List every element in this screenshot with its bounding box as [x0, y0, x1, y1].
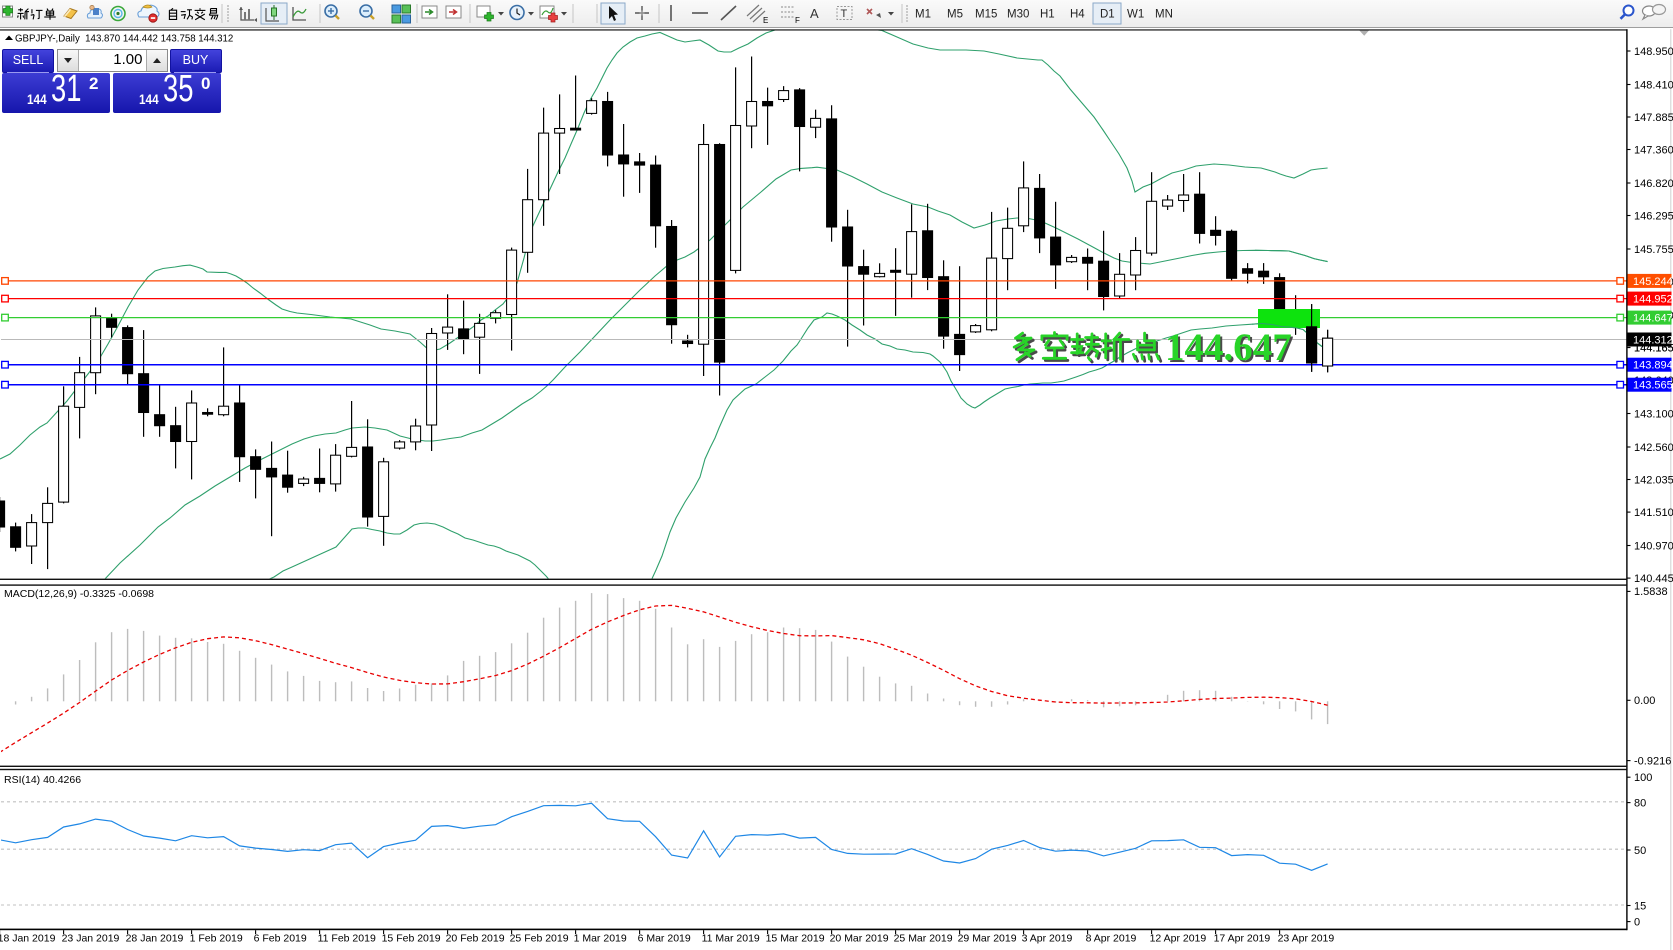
- svg-text:144.165: 144.165: [1634, 342, 1673, 354]
- svg-text:W1: W1: [1127, 9, 1144, 21]
- svg-text:144.952: 144.952: [1633, 294, 1673, 306]
- svg-text:MN: MN: [1155, 9, 1173, 21]
- svg-text:6 Mar 2019: 6 Mar 2019: [638, 933, 691, 945]
- svg-text:144.647: 144.647: [1165, 326, 1292, 369]
- svg-text:147.360: 147.360: [1634, 144, 1673, 156]
- svg-text:3 Apr 2019: 3 Apr 2019: [1022, 933, 1073, 945]
- svg-text:144.312: 144.312: [1633, 334, 1673, 346]
- svg-text:20 Feb 2019: 20 Feb 2019: [446, 933, 505, 945]
- svg-text:0.00: 0.00: [1634, 695, 1655, 707]
- svg-text:143.100: 143.100: [1634, 408, 1673, 420]
- svg-text:25 Feb 2019: 25 Feb 2019: [510, 933, 569, 945]
- svg-text:143.894: 143.894: [1633, 360, 1673, 372]
- svg-text:15 Feb 2019: 15 Feb 2019: [382, 933, 441, 945]
- svg-text:6 Feb 2019: 6 Feb 2019: [254, 933, 307, 945]
- svg-text:29 Mar 2019: 29 Mar 2019: [958, 933, 1017, 945]
- svg-text:H1: H1: [1040, 9, 1055, 21]
- svg-text:M1: M1: [915, 9, 931, 21]
- svg-text:RSI(14) 40.4266: RSI(14) 40.4266: [4, 774, 81, 786]
- svg-text:141.510: 141.510: [1634, 507, 1673, 519]
- svg-text:100: 100: [1634, 772, 1652, 784]
- svg-text:17 Apr 2019: 17 Apr 2019: [1214, 933, 1271, 945]
- svg-text:MACD(12,26,9) -0.3325 -0.0698: MACD(12,26,9) -0.3325 -0.0698: [4, 588, 154, 600]
- svg-text:-0.9216: -0.9216: [1634, 755, 1671, 767]
- svg-text:145.244: 145.244: [1633, 276, 1673, 288]
- svg-text:A: A: [810, 6, 819, 21]
- svg-text:80: 80: [1634, 797, 1646, 809]
- svg-text:M30: M30: [1007, 9, 1029, 21]
- svg-text:E: E: [763, 16, 768, 25]
- svg-text:15 Mar 2019: 15 Mar 2019: [766, 933, 825, 945]
- svg-text:142.035: 142.035: [1634, 474, 1673, 486]
- svg-text:12 Apr 2019: 12 Apr 2019: [1150, 933, 1207, 945]
- svg-text:M15: M15: [975, 9, 997, 21]
- svg-text:142.560: 142.560: [1634, 442, 1673, 454]
- svg-text:11 Mar 2019: 11 Mar 2019: [702, 933, 760, 945]
- svg-text:144.647: 144.647: [1167, 328, 1294, 371]
- svg-text:H4: H4: [1070, 9, 1085, 21]
- svg-text:GBPJPY-,Daily 143.870 144.442: GBPJPY-,Daily 143.870 144.442 143.758 14…: [15, 34, 233, 45]
- svg-text:M5: M5: [947, 9, 963, 21]
- svg-text:20 Mar 2019: 20 Mar 2019: [830, 933, 889, 945]
- svg-text:8 Apr 2019: 8 Apr 2019: [1086, 933, 1137, 945]
- svg-text:T: T: [841, 8, 848, 20]
- svg-text:D1: D1: [1100, 9, 1115, 21]
- svg-text:147.885: 147.885: [1634, 112, 1673, 124]
- svg-text:18 Jan 2019: 18 Jan 2019: [0, 933, 56, 945]
- svg-text:25 Mar 2019: 25 Mar 2019: [894, 933, 953, 945]
- svg-text:144.647: 144.647: [1633, 313, 1673, 325]
- svg-text:143.565: 143.565: [1633, 380, 1673, 392]
- svg-text:11 Feb 2019: 11 Feb 2019: [318, 933, 376, 945]
- svg-text:148.950: 148.950: [1634, 46, 1673, 58]
- svg-text:140.970: 140.970: [1634, 540, 1673, 552]
- svg-text:15: 15: [1634, 900, 1646, 912]
- svg-text:F: F: [795, 16, 800, 25]
- svg-text:23 Jan 2019: 23 Jan 2019: [62, 933, 120, 945]
- svg-text:0: 0: [1634, 916, 1640, 928]
- svg-text:148.410: 148.410: [1634, 79, 1673, 91]
- svg-text:140.445: 140.445: [1634, 573, 1673, 585]
- svg-text:23 Apr 2019: 23 Apr 2019: [1278, 933, 1335, 945]
- svg-text:1 Feb 2019: 1 Feb 2019: [190, 933, 243, 945]
- svg-text:146.295: 146.295: [1634, 210, 1673, 222]
- svg-text:1.5838: 1.5838: [1634, 586, 1668, 598]
- svg-text:50: 50: [1634, 845, 1646, 857]
- svg-text:28 Jan 2019: 28 Jan 2019: [126, 933, 184, 945]
- svg-text:146.820: 146.820: [1634, 178, 1673, 190]
- svg-text:145.755: 145.755: [1634, 244, 1673, 256]
- svg-text:1 Mar 2019: 1 Mar 2019: [574, 933, 627, 945]
